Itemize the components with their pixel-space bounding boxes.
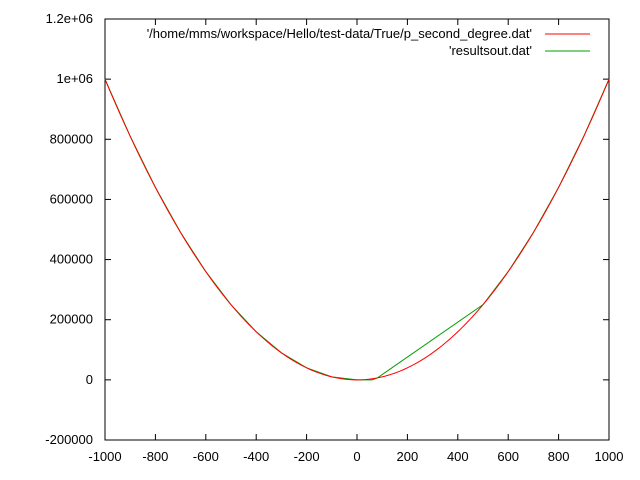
x-tick-label: 0 [353, 449, 360, 464]
legend-label: 'resultsout.dat' [449, 43, 532, 58]
y-tick-label: 400000 [50, 252, 93, 267]
y-tick-label: 1.2e+06 [46, 11, 93, 26]
y-tick-label: 1e+06 [56, 71, 93, 86]
y-tick-label: 0 [86, 372, 93, 387]
x-tick-label: -600 [193, 449, 219, 464]
y-tick-label: 600000 [50, 191, 93, 206]
x-tick-label: 400 [447, 449, 469, 464]
x-tick-label: 200 [397, 449, 419, 464]
y-tick-label: 800000 [50, 131, 93, 146]
x-tick-label: -400 [243, 449, 269, 464]
x-axis-ticks: -1000 -800 -600 -400 -200 0 200 400 600 800 1000 [88, 19, 623, 464]
series-line-1 [104, 78, 610, 381]
series-line-0 [104, 78, 610, 381]
x-tick-label: -800 [142, 449, 168, 464]
x-tick-label: 800 [548, 449, 570, 464]
x-tick-label: -1000 [88, 449, 121, 464]
series-layer [104, 78, 610, 381]
y-tick-label: 200000 [50, 312, 93, 327]
y-axis-ticks: -200000 0 200000 400000 600000 800000 1e+06 1.2… [45, 11, 609, 447]
x-tick-label: 600 [497, 449, 519, 464]
y-tick-label: -200000 [45, 432, 93, 447]
x-tick-label: -200 [294, 449, 320, 464]
plot-frame [104, 18, 610, 441]
legend: '/home/mms/workspace/Hello/test-data/Tru… [147, 26, 590, 58]
legend-label: '/home/mms/workspace/Hello/test-data/Tru… [147, 26, 532, 41]
x-tick-label: 1000 [595, 449, 624, 464]
